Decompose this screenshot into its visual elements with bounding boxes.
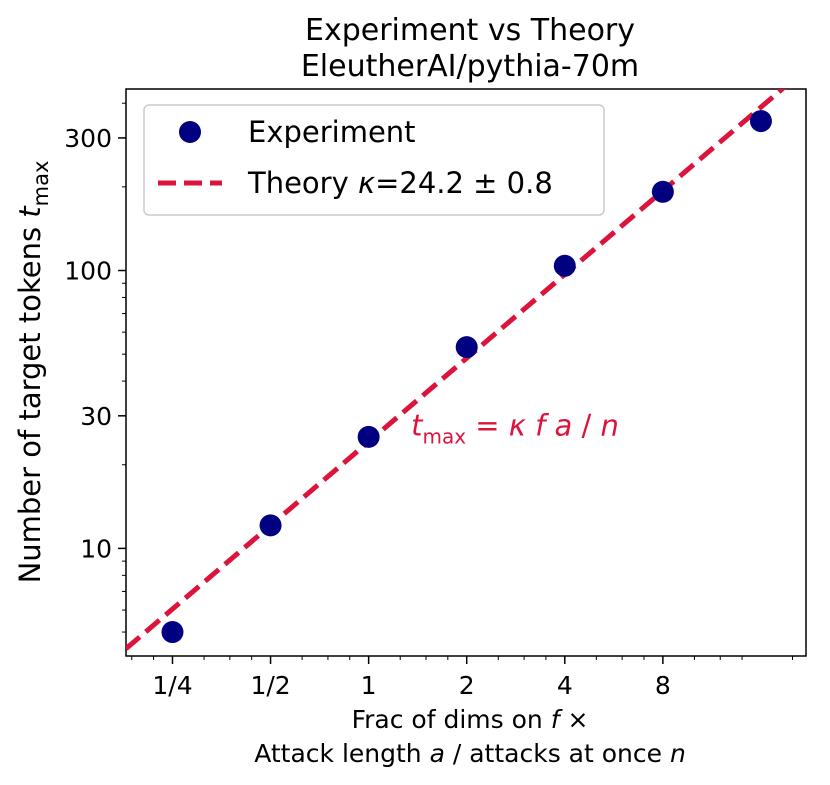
ylabel-sub: max [29,161,53,207]
legend-theory-kappa: κ [358,166,375,200]
y-tick-label: 10 [80,534,112,563]
x-axis-ticks: 1/4 1/2 1 2 4 8 [131,656,794,700]
y-axis-label: Number of target tokens tmax [13,161,53,584]
legend-theory-pre: Theory [247,166,358,200]
xlabel-pre: Frac of dims on [352,705,551,734]
x-tick-label: 2 [459,671,475,700]
experiment-point [259,514,282,537]
legend-theory-post: =24.2 ± 0.8 [375,166,553,200]
annotation-eq: = [466,408,509,442]
experiment-point [161,621,184,644]
ylabel-main: Number of target tokens [13,218,47,584]
annotation-n: n [601,408,619,442]
x-axis-label-line2: Attack length a / attacks at once n [254,739,686,768]
y-tick-label: 100 [64,257,112,286]
xlabel2-a: a [430,739,445,768]
annotation-sub: max [422,424,466,448]
experiment-point [455,336,478,359]
legend-frame [143,104,605,216]
chart-title-line1: Experiment vs Theory [305,13,635,48]
experiment-point [749,110,772,133]
y-tick-label: 30 [80,402,112,431]
experiment-point [553,254,576,277]
experiment-point [357,425,380,448]
x-tick-label: 1/4 [152,671,192,700]
x-tick-label: 4 [557,671,573,700]
y-tick-label: 300 [64,124,112,153]
x-tick-label: 1/2 [250,671,290,700]
xlabel2-mid: / attacks at once [445,739,670,768]
x-tick-label: 8 [655,671,671,700]
theory-line [126,89,787,651]
legend-experiment-label: Experiment [248,115,416,149]
legend: Experiment Theory κ=24.2 ± 0.8 [143,104,605,216]
experiment-point [651,180,674,203]
annotation-f: f [526,408,549,442]
x-axis-label-line1: Frac of dims on f × [352,705,589,734]
annotation-a: a [545,408,572,442]
experiment-points [161,110,772,644]
x-tick-label: 1 [361,671,377,700]
ylabel-t: t [13,205,47,218]
annotation-kappa: κ [509,408,526,442]
legend-theory-label: Theory κ=24.2 ± 0.8 [247,166,553,200]
theory-formula-annotation: tmax = κ f a / n [411,408,619,448]
chart-title-line2: EleutherAI/pythia-70m [301,49,639,84]
xlabel2-n: n [670,739,686,768]
xlabel2-pre: Attack length [254,739,429,768]
y-axis-ticks: 10 30 100 300 [64,102,126,633]
annotation-slash: / [572,408,600,442]
legend-experiment-marker [179,121,201,143]
annotation-t: t [411,408,424,442]
xlabel-post: × [560,705,589,734]
